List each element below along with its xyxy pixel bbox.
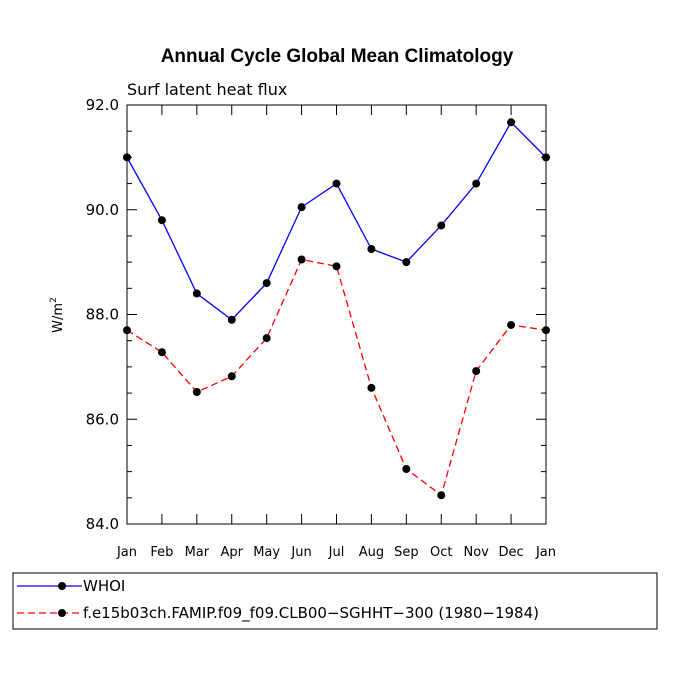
series-0-point	[227, 315, 236, 324]
series-1-point	[507, 320, 516, 329]
legend-label-0: WHOI	[83, 577, 125, 595]
legend-marker-0	[58, 582, 66, 590]
series-0-point	[402, 258, 411, 267]
legend: WHOI f.e15b03ch.FAMIP.f09_f09.CLB00−SGHHT…	[17, 577, 539, 623]
series-0-point	[192, 289, 201, 298]
legend-marker-1	[58, 609, 66, 617]
series-1-point	[332, 262, 341, 271]
series-0-point	[367, 245, 376, 254]
series-0-point	[123, 153, 131, 162]
x-axis-ticks	[126, 105, 547, 524]
y-tick-label: 84.0	[86, 515, 119, 533]
series-1-point	[402, 465, 411, 474]
series-0-point	[437, 221, 446, 230]
x-tick-label: Aug	[359, 545, 384, 560]
x-tick-label: Dec	[499, 545, 524, 560]
series-0-point	[157, 216, 166, 225]
x-tick-label: Jul	[328, 545, 345, 560]
x-axis-labels: Jan Feb Mar Apr May Jun Jul Aug Sep Oct Nov Dec Jan	[116, 545, 556, 560]
y-axis-title-superscript: 2	[49, 297, 59, 303]
legend-label-1: f.e15b03ch.FAMIP.f09_f09.CLB00−SGHHT−300…	[83, 604, 539, 623]
series-line-0	[126, 121, 547, 321]
x-tick-label: Feb	[150, 545, 173, 560]
plot-frame	[126, 104, 547, 525]
y-tick-label: 86.0	[86, 410, 119, 428]
series-1-point	[472, 367, 481, 376]
x-tick-label: Jan	[535, 545, 556, 560]
chart-title: Annual Cycle Global Mean Climatology	[161, 46, 514, 67]
series-line-1	[126, 258, 547, 497]
series-1-point	[123, 326, 131, 335]
series-0-point	[472, 179, 481, 188]
series-0-point	[332, 179, 341, 188]
x-tick-label: Jun	[290, 545, 311, 560]
series-1-point	[192, 388, 201, 397]
y-axis-ticks	[127, 104, 546, 525]
legend-box	[12, 572, 658, 630]
y-tick-label: 92.0	[86, 96, 119, 114]
series-1-point	[367, 383, 376, 392]
series-1-point	[542, 326, 550, 335]
x-tick-label: May	[253, 545, 280, 560]
svg-text:W/m2: W/m2	[49, 297, 66, 333]
x-tick-label: Nov	[463, 545, 489, 560]
series-0-point	[262, 279, 271, 288]
x-tick-label: Sep	[394, 545, 419, 560]
series-0-point	[542, 153, 550, 162]
x-tick-label: Oct	[430, 545, 452, 560]
series-1-point	[157, 348, 166, 357]
y-tick-label: 88.0	[86, 306, 119, 324]
series-1-point	[262, 334, 271, 343]
x-tick-label: Mar	[185, 545, 210, 560]
y-axis-labels: 84.0 86.0 88.0 90.0 92.0	[86, 96, 119, 533]
x-tick-label: Jan	[116, 545, 137, 560]
y-axis-title: W/m2	[49, 297, 66, 333]
x-tick-label: Apr	[221, 545, 244, 560]
series-layer	[123, 118, 550, 500]
series-0-point	[507, 118, 516, 127]
y-axis-title-base: W/m	[51, 303, 66, 333]
series-1-point	[437, 491, 446, 500]
chart-subtitle: Surf latent heat flux	[127, 80, 287, 99]
series-1-point	[227, 372, 236, 381]
y-tick-label: 90.0	[86, 201, 119, 219]
series-1-point	[297, 255, 306, 264]
series-0-point	[297, 203, 306, 212]
